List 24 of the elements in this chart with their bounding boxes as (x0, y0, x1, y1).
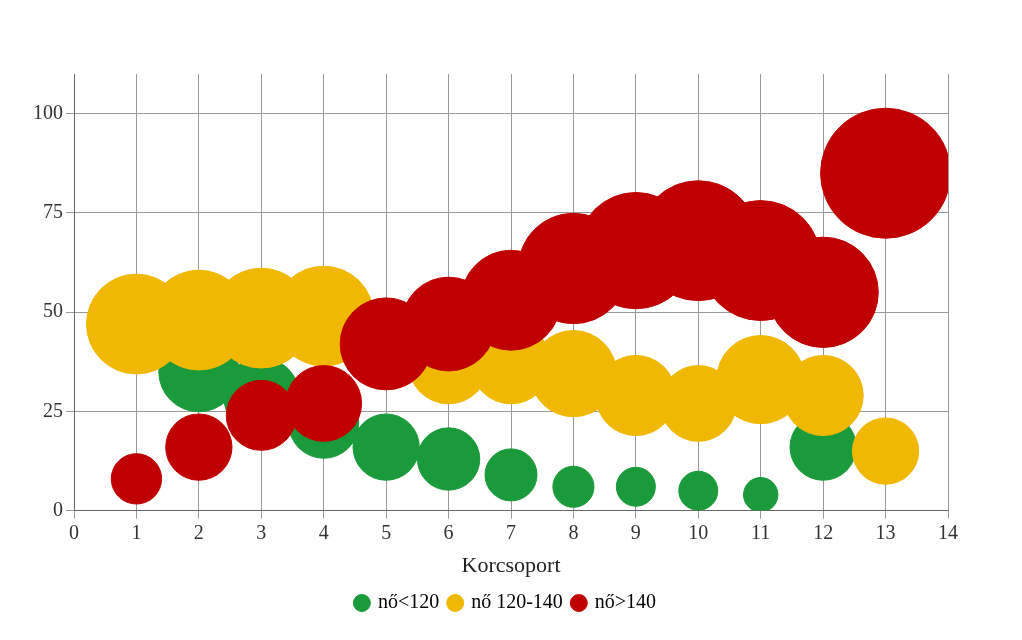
x-tick-label: 4 (318, 520, 329, 543)
x-tick-label: 0 (69, 520, 79, 543)
y-tick-label: 100 (33, 100, 63, 123)
x-tick-label: 6 (443, 520, 454, 543)
legend-label: nő<120 (377, 590, 440, 613)
y-tick-label: 50 (43, 299, 63, 322)
y-tick-label: 0 (53, 497, 63, 520)
legend-label: nő>140 (594, 590, 657, 613)
x-tick-label: 9 (630, 520, 641, 543)
y-tick-label: 25 (43, 398, 63, 421)
x-tick-label: 2 (193, 520, 204, 543)
y-tick-label: 75 (43, 200, 63, 223)
x-tick-label: 10 (688, 520, 709, 543)
x-tick-label: 1 (131, 520, 142, 543)
x-axis-title: Korcsoport (461, 551, 561, 577)
legend-label: nő 120-140 (471, 590, 563, 613)
x-tick-label: 7 (506, 520, 516, 543)
x-tick-label: 14 (938, 520, 958, 543)
x-tick-label: 8 (568, 520, 579, 543)
x-tick-label: 3 (256, 520, 267, 543)
x-tick-label: 5 (381, 520, 392, 543)
x-tick-label: 13 (875, 520, 896, 543)
x-tick-label: 11 (751, 520, 771, 543)
x-tick-label: 12 (813, 520, 834, 543)
